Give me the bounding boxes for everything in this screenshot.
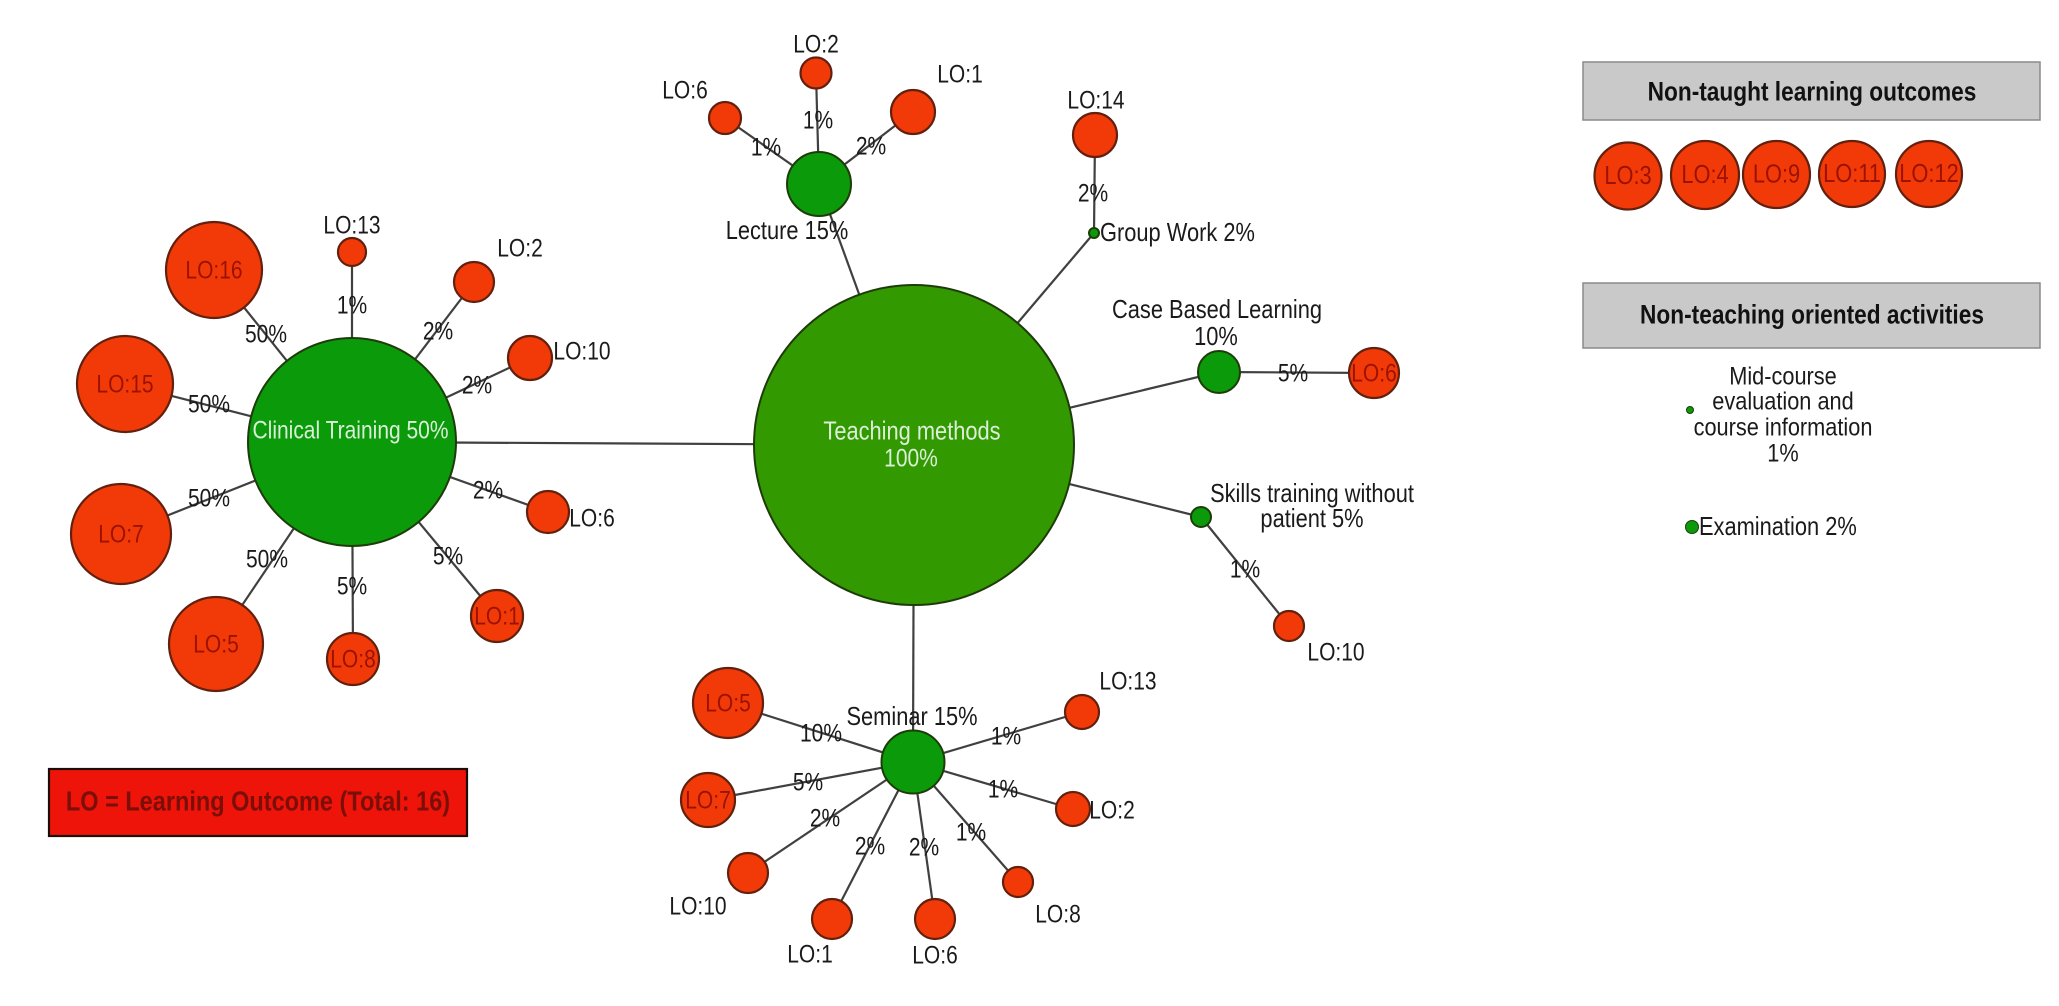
svg-text:1%: 1% <box>751 133 781 161</box>
svg-text:50%: 50% <box>246 545 288 573</box>
svg-text:1%: 1% <box>988 775 1018 803</box>
svg-text:LO:8: LO:8 <box>1035 900 1081 928</box>
svg-text:2%: 2% <box>462 371 492 399</box>
svg-text:2%: 2% <box>909 833 939 861</box>
svg-text:50%: 50% <box>188 484 230 512</box>
svg-text:2%: 2% <box>423 317 453 345</box>
svg-text:LO:9: LO:9 <box>1753 160 1800 189</box>
svg-text:Teaching methods: Teaching methods <box>823 417 1000 446</box>
svg-text:2%: 2% <box>1078 179 1108 207</box>
svg-text:LO:5: LO:5 <box>193 630 239 658</box>
svg-text:50%: 50% <box>188 390 230 418</box>
svg-text:LO:2: LO:2 <box>793 30 839 58</box>
svg-text:5%: 5% <box>337 572 367 600</box>
svg-text:Non-taught learning outcomes: Non-taught learning outcomes <box>1648 77 1977 107</box>
svg-text:1%: 1% <box>956 818 986 846</box>
svg-text:1%: 1% <box>1230 555 1260 583</box>
svg-text:1%: 1% <box>1767 439 1798 467</box>
svg-text:LO:2: LO:2 <box>497 234 543 262</box>
svg-text:LO:7: LO:7 <box>685 786 731 814</box>
svg-text:LO:12: LO:12 <box>1899 159 1958 188</box>
svg-text:LO:10: LO:10 <box>553 337 610 365</box>
svg-text:Group Work 2%: Group Work 2% <box>1100 218 1255 247</box>
svg-text:LO:14: LO:14 <box>1067 86 1124 114</box>
svg-text:LO:6: LO:6 <box>662 76 708 104</box>
svg-text:100%: 100% <box>884 444 938 472</box>
svg-text:1%: 1% <box>337 291 367 319</box>
svg-text:5%: 5% <box>1278 359 1308 387</box>
svg-text:10%: 10% <box>800 719 842 747</box>
svg-text:Clinical Training 50%: Clinical Training 50% <box>252 416 448 444</box>
svg-text:Case Based Learning: Case Based Learning <box>1112 295 1322 324</box>
svg-text:LO:11: LO:11 <box>1823 159 1881 188</box>
svg-text:LO:13: LO:13 <box>323 211 380 239</box>
svg-text:5%: 5% <box>793 768 823 796</box>
svg-text:LO:5: LO:5 <box>705 689 751 717</box>
svg-text:LO:6: LO:6 <box>569 504 615 532</box>
svg-text:LO:15: LO:15 <box>96 370 153 398</box>
svg-text:LO:4: LO:4 <box>1681 160 1728 189</box>
svg-text:5%: 5% <box>433 542 463 570</box>
svg-text:10%: 10% <box>1194 322 1238 351</box>
svg-text:evaluation and: evaluation and <box>1712 387 1853 415</box>
svg-text:Mid-course: Mid-course <box>1729 362 1837 390</box>
svg-text:Examination 2%: Examination 2% <box>1699 512 1857 541</box>
svg-text:Non-teaching oriented activiti: Non-teaching oriented activities <box>1640 300 1984 330</box>
svg-text:course information: course information <box>1694 413 1873 441</box>
svg-text:Skills training without: Skills training without <box>1210 479 1414 508</box>
svg-text:LO = Learning Outcome (Total:: LO = Learning Outcome (Total: 16) <box>66 787 450 817</box>
svg-text:LO:1: LO:1 <box>937 60 983 88</box>
svg-text:2%: 2% <box>855 832 885 860</box>
svg-text:LO:7: LO:7 <box>98 520 144 548</box>
svg-text:2%: 2% <box>856 132 886 160</box>
svg-text:1%: 1% <box>803 106 833 134</box>
svg-text:LO:10: LO:10 <box>669 892 726 920</box>
svg-text:LO:1: LO:1 <box>474 602 520 630</box>
svg-text:1%: 1% <box>991 722 1021 750</box>
svg-text:Seminar 15%: Seminar 15% <box>846 702 977 731</box>
svg-text:LO:8: LO:8 <box>330 645 376 673</box>
svg-text:LO:6: LO:6 <box>1351 359 1397 387</box>
svg-text:LO:13: LO:13 <box>1099 667 1156 695</box>
svg-text:Lecture 15%: Lecture 15% <box>726 216 849 245</box>
svg-text:LO:2: LO:2 <box>1089 796 1135 824</box>
svg-text:patient 5%: patient 5% <box>1260 504 1363 533</box>
svg-text:LO:10: LO:10 <box>1307 638 1364 666</box>
svg-text:LO:16: LO:16 <box>185 256 242 284</box>
svg-text:2%: 2% <box>473 476 503 504</box>
svg-text:LO:1: LO:1 <box>787 940 833 968</box>
svg-text:LO:3: LO:3 <box>1604 161 1651 190</box>
svg-text:50%: 50% <box>245 320 287 348</box>
svg-text:LO:6: LO:6 <box>912 941 958 969</box>
svg-text:2%: 2% <box>810 804 840 832</box>
